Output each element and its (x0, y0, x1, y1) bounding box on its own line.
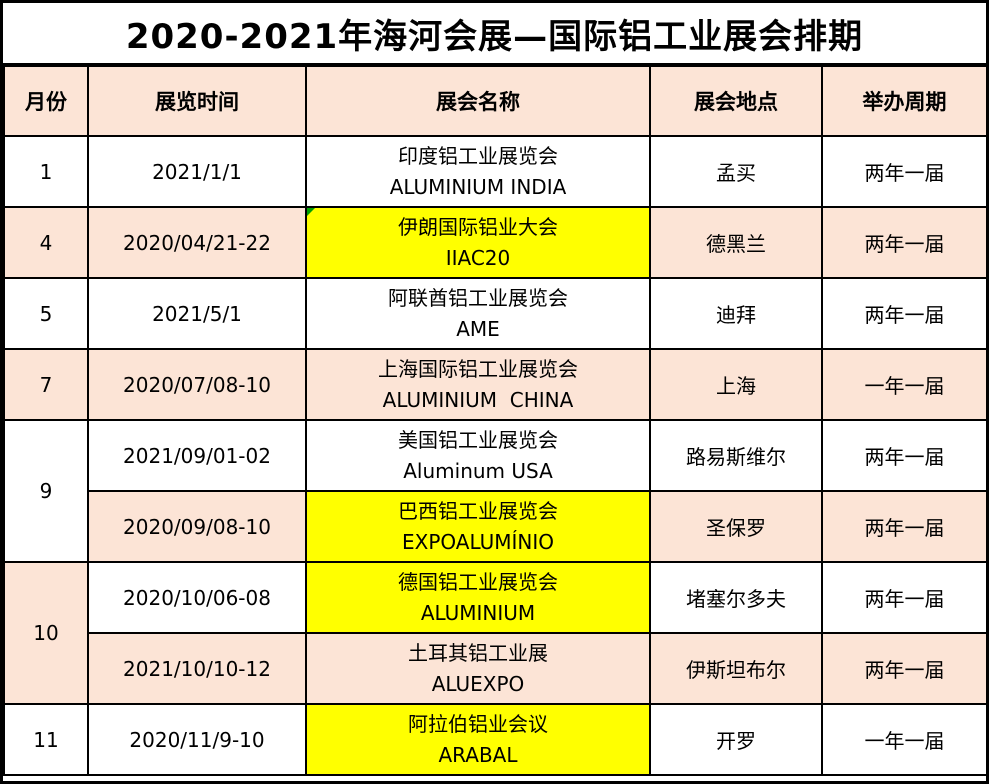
name-en: ALUMINIUM (420, 600, 536, 625)
name-cell: 土耳其铝工业展 ALUEXPO (305, 632, 651, 705)
name-cell: 美国铝工业展览会 Aluminum USA (305, 419, 651, 492)
name-cell: 印度铝工业展览会 ALUMINIUM INDIA (305, 135, 651, 208)
name-cell-highlighted: 伊朗国际铝业大会 IIAC20 (305, 206, 651, 279)
location-cell: 德黑兰 (649, 206, 823, 279)
cycle-cell: 两年一届 (821, 135, 988, 208)
column-header-month: 月份 (3, 65, 89, 137)
date-cell: 2021/10/10-12 (87, 632, 307, 705)
location-cell: 圣保罗 (649, 490, 823, 563)
date-cell: 2020/11/9-10 (87, 703, 307, 776)
month-cell-merged: 9 (3, 419, 89, 563)
location-cell: 路易斯维尔 (649, 419, 823, 492)
excel-flag-triangle-icon (308, 209, 315, 216)
name-en: ARABAL (438, 742, 518, 767)
table-row: 1 2021/1/1 印度铝工业展览会 ALUMINIUM INDIA 孟买 两… (3, 135, 988, 208)
table-row: 2020/09/08-10 巴西铝工业展览会 EXPOALUMÍNIO 圣保罗 … (4, 490, 988, 563)
cycle-cell: 两年一届 (821, 277, 988, 350)
location-cell: 堵塞尔多夫 (649, 561, 823, 634)
name-cn: 阿拉伯铝业会议 (408, 711, 548, 736)
name-en: AME (456, 316, 500, 341)
name-en: IIAC20 (445, 245, 511, 270)
table-row: 4 2020/04/21-22 伊朗国际铝业大会 IIAC20 德黑兰 两年一届 (3, 206, 988, 279)
title-bar: 2020-2021年海河会展—国际铝工业展会排期 (3, 3, 986, 65)
name-cn: 土耳其铝工业展 (408, 640, 548, 665)
name-cell: 阿联酋铝工业展览会 AME (305, 277, 651, 350)
header-row: 月份 展览时间 展会名称 展会地点 举办周期 (3, 65, 988, 137)
month-cell: 7 (3, 348, 89, 421)
month-cell: 1 (3, 135, 89, 208)
name-cell-highlighted: 巴西铝工业展览会 EXPOALUMÍNIO (305, 490, 651, 563)
table-row: 2021/10/10-12 土耳其铝工业展 ALUEXPO 伊斯坦布尔 两年一届 (4, 632, 988, 705)
column-header-date: 展览时间 (87, 65, 307, 137)
table-row: 9 2021/09/01-02 美国铝工业展览会 Aluminum USA 路易… (3, 419, 988, 563)
name-cn: 上海国际铝工业展览会 (378, 356, 578, 381)
date-cell: 2021/1/1 (87, 135, 307, 208)
column-header-cycle: 举办周期 (821, 65, 988, 137)
location-cell: 伊斯坦布尔 (649, 632, 823, 705)
date-cell: 2021/09/01-02 (87, 419, 307, 492)
cycle-cell: 两年一届 (821, 490, 988, 563)
cycle-cell: 一年一届 (821, 703, 988, 776)
location-cell: 开罗 (649, 703, 823, 776)
name-cn: 巴西铝工业展览会 (398, 498, 558, 523)
date-cell: 2020/07/08-10 (87, 348, 307, 421)
name-cn: 伊朗国际铝业大会 (398, 214, 558, 239)
cycle-cell: 两年一届 (821, 632, 988, 705)
name-cn: 美国铝工业展览会 (398, 427, 558, 452)
name-en: ALUMINIUM CHINA (382, 387, 574, 412)
table-row: 5 2021/5/1 阿联酋铝工业展览会 AME 迪拜 两年一届 (3, 277, 988, 350)
column-header-location: 展会地点 (649, 65, 823, 137)
location-cell: 孟买 (649, 135, 823, 208)
month-cell: 5 (3, 277, 89, 350)
date-cell: 2020/04/21-22 (87, 206, 307, 279)
name-cn: 德国铝工业展览会 (398, 569, 558, 594)
cycle-cell: 一年一届 (821, 348, 988, 421)
table-row: 10 2020/10/06-08 德国铝工业展览会 ALUMINIUM 堵塞尔多… (3, 561, 988, 705)
date-cell: 2020/10/06-08 (87, 561, 307, 634)
date-cell: 2020/09/08-10 (87, 490, 307, 563)
name-cell-highlighted: 阿拉伯铝业会议 ARABAL (305, 703, 651, 776)
table-row: 7 2020/07/08-10 上海国际铝工业展览会 ALUMINIUM CHI… (3, 348, 988, 421)
name-en: EXPOALUMÍNIO (401, 529, 554, 554)
cycle-cell: 两年一届 (821, 561, 988, 634)
location-cell: 上海 (649, 348, 823, 421)
date-cell: 2021/5/1 (87, 277, 307, 350)
month-cell: 11 (3, 703, 89, 776)
column-header-name: 展会名称 (305, 65, 651, 137)
name-cn: 印度铝工业展览会 (398, 143, 558, 168)
cycle-cell: 两年一届 (821, 206, 988, 279)
name-cell: 上海国际铝工业展览会 ALUMINIUM CHINA (305, 348, 651, 421)
name-en: ALUMINIUM INDIA (389, 174, 567, 199)
cycle-cell: 两年一届 (821, 419, 988, 492)
month-cell: 4 (3, 206, 89, 279)
location-cell: 迪拜 (649, 277, 823, 350)
name-en: Aluminum USA (403, 458, 553, 483)
name-cn: 阿联酋铝工业展览会 (388, 285, 568, 310)
name-cell-highlighted: 德国铝工业展览会 ALUMINIUM (305, 561, 651, 634)
table-row: 11 2020/11/9-10 阿拉伯铝业会议 ARABAL 开罗 一年一届 (3, 703, 988, 776)
exhibition-schedule-table: 月份 展览时间 展会名称 展会地点 举办周期 1 2021/1/1 印度铝工业展… (3, 65, 988, 776)
page-title: 2020-2021年海河会展—国际铝工业展会排期 (125, 16, 864, 57)
name-en: ALUEXPO (431, 671, 525, 696)
month-cell-merged: 10 (3, 561, 89, 705)
